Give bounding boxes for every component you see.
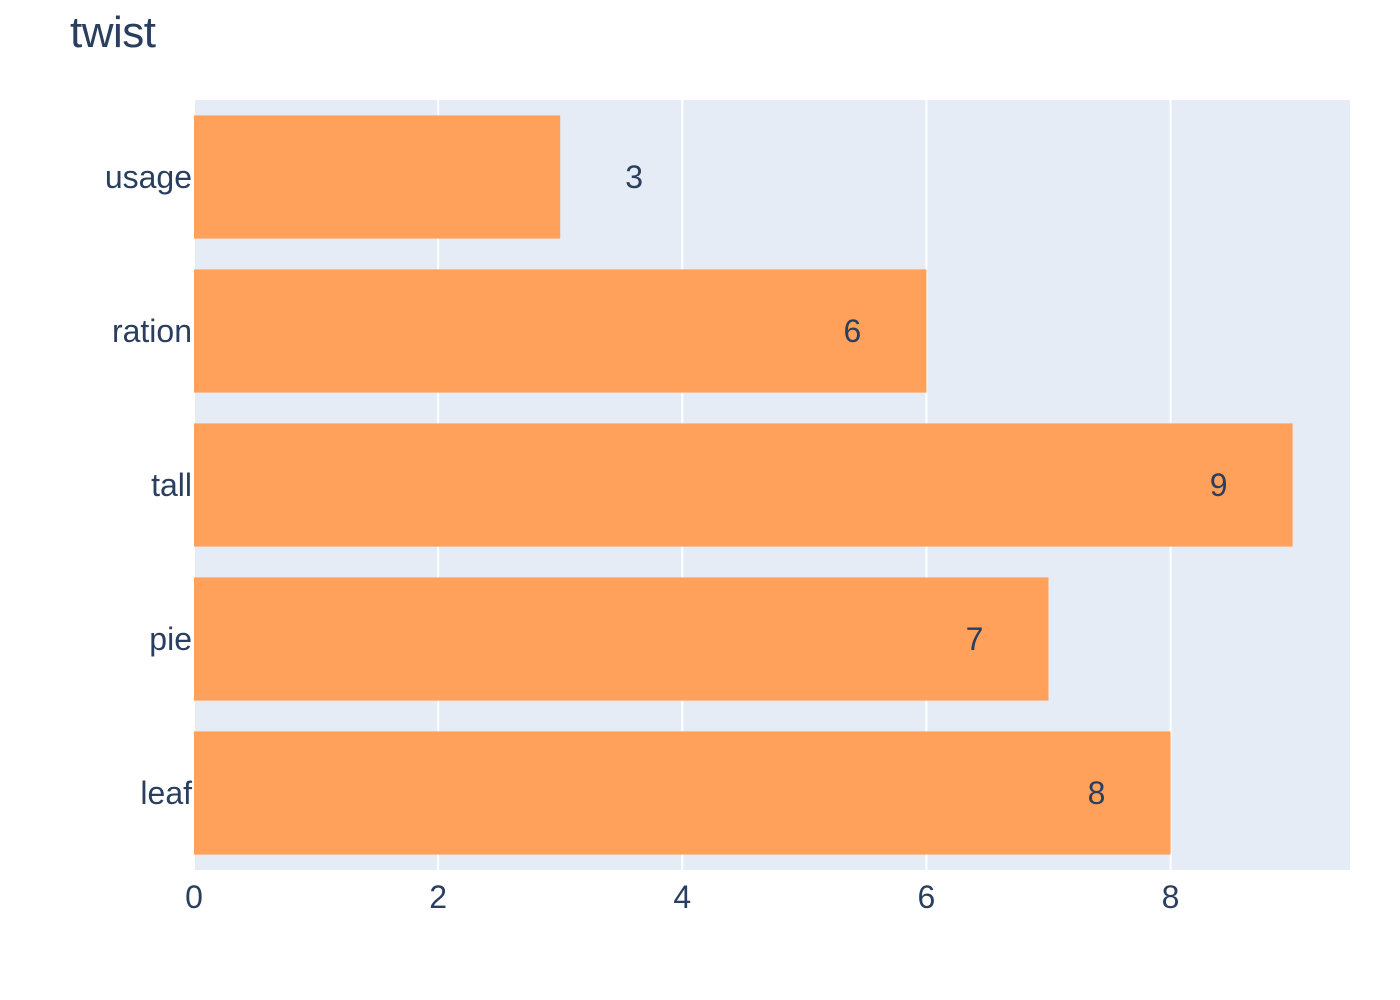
bar-leaf [194, 731, 1171, 855]
x-tick-label-2: 2 [429, 879, 447, 915]
data-label-pie: 7 [966, 621, 984, 657]
bar-tall [194, 423, 1293, 547]
chart-title: twist [70, 8, 156, 57]
y-tick-label-pie: pie [149, 621, 192, 657]
data-label-leaf: 8 [1088, 775, 1106, 811]
y-tick-label-tall: tall [151, 467, 192, 503]
x-tick-label-4: 4 [673, 879, 691, 915]
bar-pie [194, 577, 1049, 701]
y-tick-label-usage: usage [105, 159, 192, 195]
x-tick-label-0: 0 [185, 879, 203, 915]
data-label-usage: 3 [625, 159, 643, 195]
y-tick-label-leaf: leaf [140, 775, 192, 811]
data-label-ration: 6 [844, 313, 862, 349]
x-tick-label-6: 6 [918, 879, 936, 915]
bar-ration [194, 269, 927, 393]
bar-usage [194, 115, 561, 239]
x-tick-label-8: 8 [1162, 879, 1180, 915]
data-label-tall: 9 [1210, 467, 1228, 503]
y-tick-label-ration: ration [112, 313, 192, 349]
